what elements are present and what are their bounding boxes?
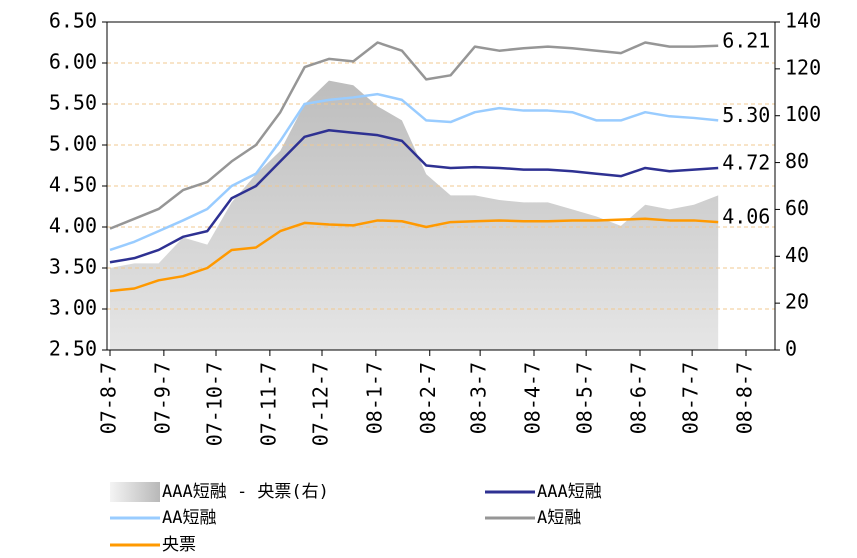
x-tick-label: 07-12-7 xyxy=(309,362,333,446)
line xyxy=(109,217,719,293)
line xyxy=(109,92,719,252)
x-tick-label: 08-5-7 xyxy=(573,362,597,434)
x-tick-label: 08-7-7 xyxy=(679,362,703,434)
y2-tick-label: 20 xyxy=(785,290,809,314)
annotation: 6.21 xyxy=(722,28,770,52)
y-tick-label: 6.00 xyxy=(49,50,97,74)
x-tick-label: 07-10-7 xyxy=(203,362,227,446)
legend-label: AAA短融 - 央票(右) xyxy=(162,482,329,502)
y-tick-label: 4.50 xyxy=(49,173,97,197)
annotation: 5.30 xyxy=(722,103,770,127)
x-tick-label: 08-6-7 xyxy=(627,362,651,434)
y-tick-label: 2.50 xyxy=(49,337,97,361)
y-tick-label: 5.00 xyxy=(49,132,97,156)
y2-tick-label: 120 xyxy=(785,55,821,79)
line xyxy=(109,41,719,230)
area xyxy=(110,80,719,351)
x-tick-label: 08-2-7 xyxy=(416,362,440,434)
y2-tick-label: 140 xyxy=(785,9,821,33)
y2-tick-label: 80 xyxy=(785,149,809,173)
y-tick-label: 4.00 xyxy=(49,214,97,238)
y2-tick-label: 60 xyxy=(785,196,809,220)
x-tick-label: 07-8-7 xyxy=(97,362,121,434)
y2-tick-label: 0 xyxy=(785,337,797,361)
x-tick-label: 07-11-7 xyxy=(256,362,280,446)
x-tick-label: 08-1-7 xyxy=(362,362,386,434)
y-tick-label: 3.50 xyxy=(49,255,97,279)
x-tick-label: 08-3-7 xyxy=(467,362,491,434)
legend-label: A短融 xyxy=(537,508,581,528)
line xyxy=(109,128,719,264)
y2-tick-label: 40 xyxy=(785,243,809,267)
legend-label: AAA短融 xyxy=(537,482,602,502)
y-tick-label: 3.00 xyxy=(49,296,97,320)
x-tick-label: 08-8-7 xyxy=(733,362,757,434)
y-tick-label: 5.50 xyxy=(49,91,97,115)
annotation: 4.06 xyxy=(722,205,770,229)
legend-swatch xyxy=(110,482,160,502)
legend-label: AA短融 xyxy=(162,508,216,528)
x-tick-label: 08-4-7 xyxy=(521,362,545,434)
annotation: 4.72 xyxy=(722,150,770,174)
y-tick-label: 6.50 xyxy=(49,9,97,33)
x-tick-label: 07-9-7 xyxy=(150,362,174,434)
y2-tick-label: 100 xyxy=(785,102,821,126)
legend-label: 央票 xyxy=(162,535,196,555)
